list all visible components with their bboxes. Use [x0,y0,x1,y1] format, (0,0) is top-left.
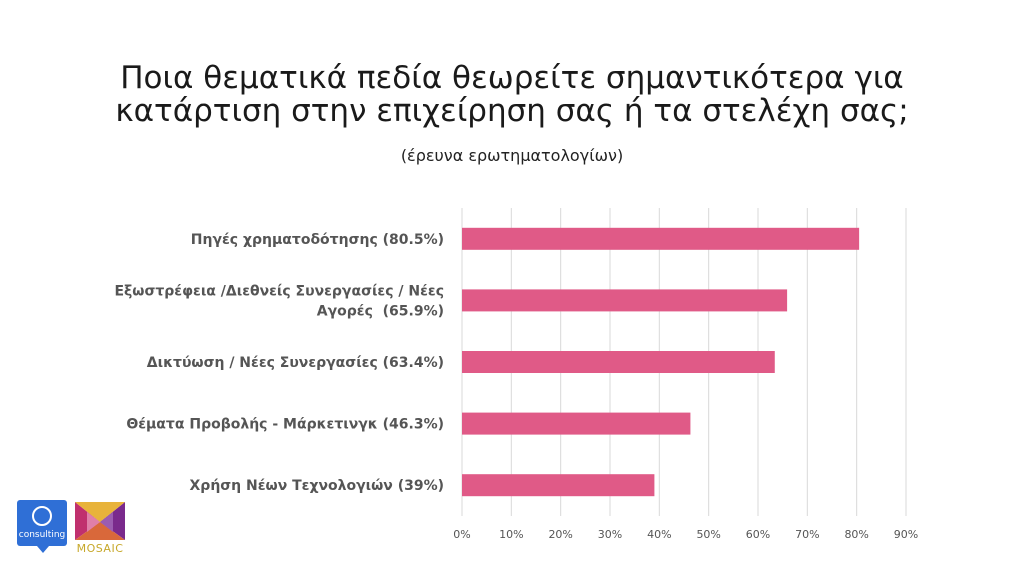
chart-subtitle: (έρευνα ερωτηματολογίων) [400,146,624,165]
category-label: Εξωστρέφεια /Διεθνείς Συνεργασίες / Νέες… [114,283,444,319]
category-label: Χρήση Νέων Τεχνολογιών (39%) [190,478,445,494]
consulting-logo-text: consulting [18,530,66,540]
category-label-line: Αγορές (65.9%) [317,303,444,319]
mosaic-logo: MOSAIC [73,500,127,556]
chart-title-line-1: Ποια θεματικά πεδία θεωρείτε σημαντικότε… [120,60,904,96]
mosaic-logo-mark-icon [75,502,125,540]
mosaic-logo-text: MOSAIC [76,542,124,555]
x-tick-label: 30% [598,528,622,541]
x-tick-label: 70% [795,528,819,541]
x-tick-label: 60% [746,528,770,541]
x-tick-label: 40% [647,528,671,541]
consulting-logo-tail-icon [37,546,49,553]
bar [462,351,775,373]
category-label-line: Θέματα Προβολής - Μάρκετινγκ (46.3%) [126,417,444,433]
x-tick-label: 10% [499,528,523,541]
bar [462,412,691,435]
bar [462,474,655,497]
category-label-line: Δικτύωση / Νέες Συνεργασίες (63.4%) [147,355,444,371]
x-tick-label: 90% [894,528,918,541]
category-label-line: Εξωστρέφεια /Διεθνείς Συνεργασίες / Νέες [114,283,444,299]
consulting-logo-mark-icon [32,506,52,526]
bar [462,289,788,312]
consulting-logo: consulting [17,500,67,553]
category-label: Πηγές χρηματοδότησης (80.5%) [191,232,444,248]
x-tick-label: 80% [844,528,868,541]
x-tick-label: 0% [453,528,470,541]
category-label: Δικτύωση / Νέες Συνεργασίες (63.4%) [147,355,444,371]
category-label-line: Χρήση Νέων Τεχνολογιών (39%) [190,478,445,494]
category-label: Θέματα Προβολής - Μάρκετινγκ (46.3%) [126,417,444,433]
x-tick-label: 20% [548,528,572,541]
chart-title-line-2: κατάρτιση στην επιχείρηση σας ή τα στελέ… [115,93,909,129]
bar [462,227,860,250]
x-tick-label: 50% [696,528,720,541]
chart-title: Ποια θεματικά πεδία θεωρείτε σημαντικότε… [0,62,1024,128]
category-label-line: Πηγές χρηματοδότησης (80.5%) [191,232,444,248]
